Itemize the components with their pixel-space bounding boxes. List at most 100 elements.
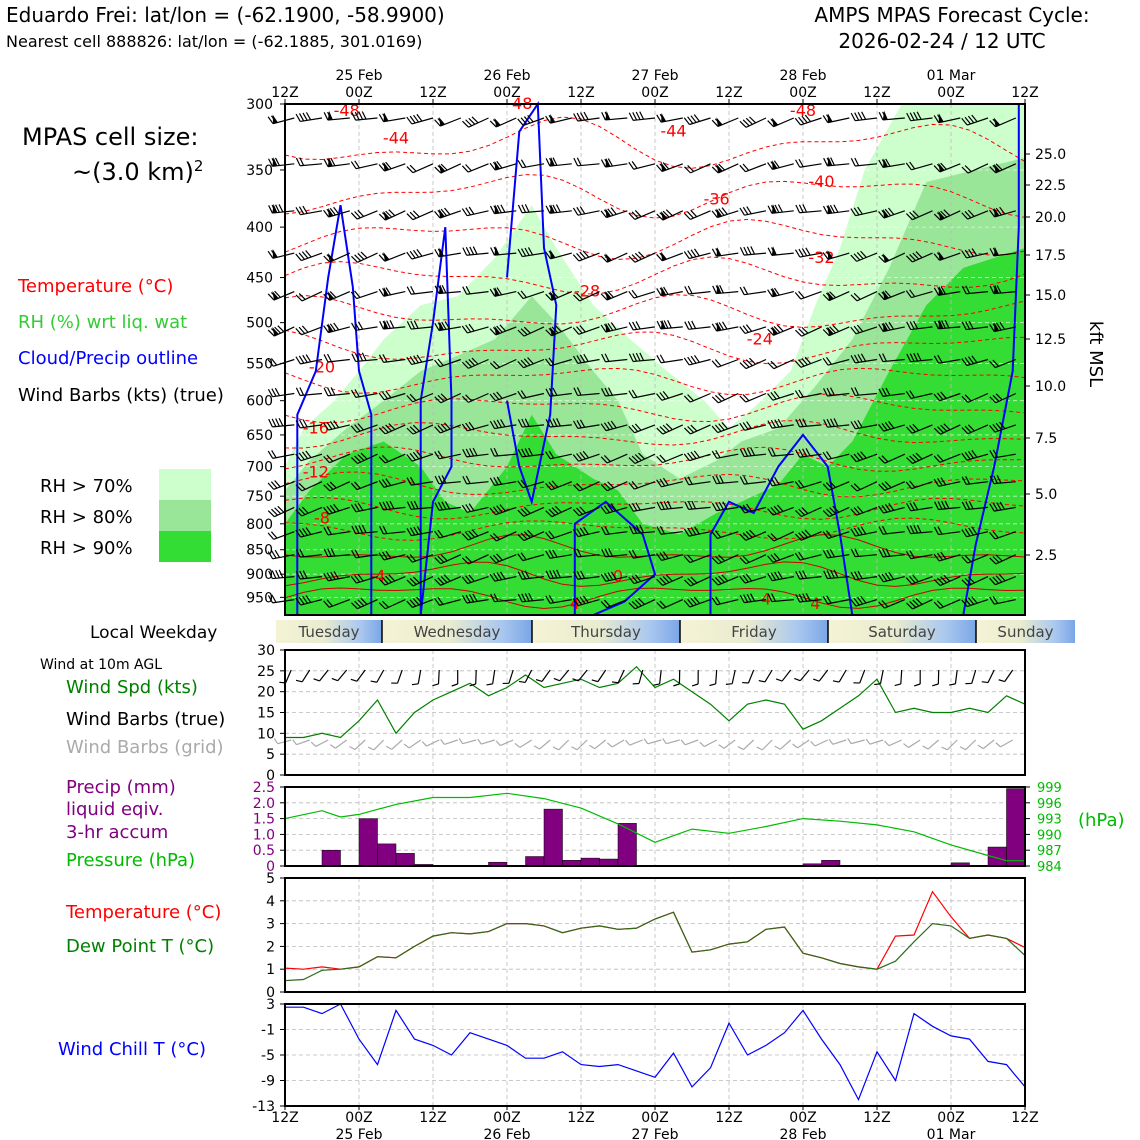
barb-feather — [434, 502, 440, 511]
barb-staff — [718, 392, 739, 404]
barb-feather — [358, 352, 364, 362]
barb-pennant — [716, 284, 722, 294]
barb-feather — [746, 206, 752, 215]
barb-feather — [354, 160, 360, 169]
weekday-name: Sunday — [997, 623, 1053, 641]
barb-feather — [813, 678, 820, 682]
barb-staff — [272, 576, 295, 580]
wind-barb — [545, 113, 572, 124]
wind-barb — [989, 475, 1016, 485]
barb-feather — [434, 475, 440, 485]
barb-feather — [603, 505, 611, 513]
pressure-tick-label: 300 — [246, 97, 273, 113]
barb-staff — [550, 531, 572, 540]
barb-feather — [600, 600, 608, 609]
wind-barb — [267, 480, 295, 490]
barb-staff — [855, 210, 878, 217]
barb-feather — [583, 111, 589, 120]
wind-barb — [961, 285, 989, 295]
wind-barb — [267, 531, 295, 540]
barb-staff — [329, 453, 351, 464]
top-time-tick: 00Z — [789, 85, 816, 101]
wind-barb — [489, 358, 517, 370]
grid-wind-barb — [792, 739, 810, 749]
barb-staff — [1004, 669, 1014, 682]
barb-feather — [413, 500, 419, 509]
wind-barb — [683, 526, 711, 537]
barb-feather — [826, 451, 832, 459]
barb-feather — [267, 595, 274, 604]
barb-feather — [458, 738, 464, 744]
barb-staff — [912, 453, 933, 464]
barb-feather — [628, 550, 634, 559]
barb-staff — [384, 392, 406, 401]
barb-staff — [912, 599, 933, 610]
barb-feather — [413, 320, 419, 329]
surface-wind-barb — [553, 669, 570, 682]
top-time-tick: 12Z — [419, 85, 446, 101]
barb-feather — [469, 683, 476, 687]
barb-feather — [937, 478, 943, 486]
barb-feather — [916, 524, 922, 533]
bottom-time-tick: 12Z — [715, 1110, 742, 1126]
barb-feather — [964, 165, 972, 172]
barb-feather — [822, 531, 829, 539]
barb-feather — [673, 683, 680, 687]
barb-staff — [908, 739, 921, 749]
barb-staff — [781, 669, 792, 682]
barb-staff — [799, 392, 822, 399]
barb-feather — [830, 157, 835, 166]
barb-staff — [467, 163, 489, 173]
cloud-outline — [296, 205, 373, 615]
wind-barb — [628, 352, 656, 363]
barb-feather — [878, 255, 886, 263]
barb-staff — [272, 392, 295, 398]
barb-feather — [441, 284, 447, 294]
barb-staff — [549, 392, 572, 397]
barb-feather — [711, 597, 718, 606]
barb-feather — [545, 115, 551, 124]
surface-wind-barb — [451, 670, 459, 687]
barb-feather — [305, 250, 312, 258]
barb-feather — [533, 745, 540, 750]
wind-barb — [656, 599, 684, 610]
wind-barb — [489, 391, 517, 402]
barb-feather — [295, 253, 302, 261]
barb-feather — [465, 324, 472, 333]
barb-pennant — [661, 286, 667, 296]
barb-feather — [699, 741, 705, 747]
barb-feather — [905, 162, 912, 171]
barb-pennant — [327, 157, 333, 167]
barb-staff — [633, 326, 656, 331]
barb-feather — [409, 164, 417, 172]
wind-barb — [961, 576, 989, 587]
barb-feather — [829, 204, 835, 214]
barb-pennant — [938, 319, 944, 329]
barb-feather — [329, 481, 337, 489]
wind-barb — [406, 163, 434, 174]
wind-barb — [850, 570, 878, 581]
barb-feather — [410, 286, 416, 295]
wind-barb — [295, 354, 323, 365]
barb-feather — [746, 421, 752, 429]
barb-feather — [857, 206, 863, 215]
barb-feather — [301, 506, 309, 514]
barb-feather — [472, 593, 478, 602]
wind-barb — [267, 358, 295, 367]
barb-feather — [545, 419, 551, 428]
barb-feather — [909, 161, 916, 170]
surface-wind-barb — [998, 669, 1014, 683]
legend-rh80-swatch — [159, 500, 211, 531]
wind-barb — [434, 116, 462, 127]
surface-wind-barb — [853, 669, 866, 684]
grid-wind-barb — [774, 739, 792, 750]
barb-feather — [804, 114, 812, 123]
barb-feather — [992, 423, 999, 432]
wind-barb — [378, 453, 406, 464]
barb-feather — [884, 572, 891, 581]
barb-feather — [462, 557, 469, 565]
barb-feather — [662, 738, 667, 745]
barb-feather — [552, 157, 558, 166]
barb-feather — [520, 532, 528, 540]
surface-wind-barb — [591, 669, 607, 683]
